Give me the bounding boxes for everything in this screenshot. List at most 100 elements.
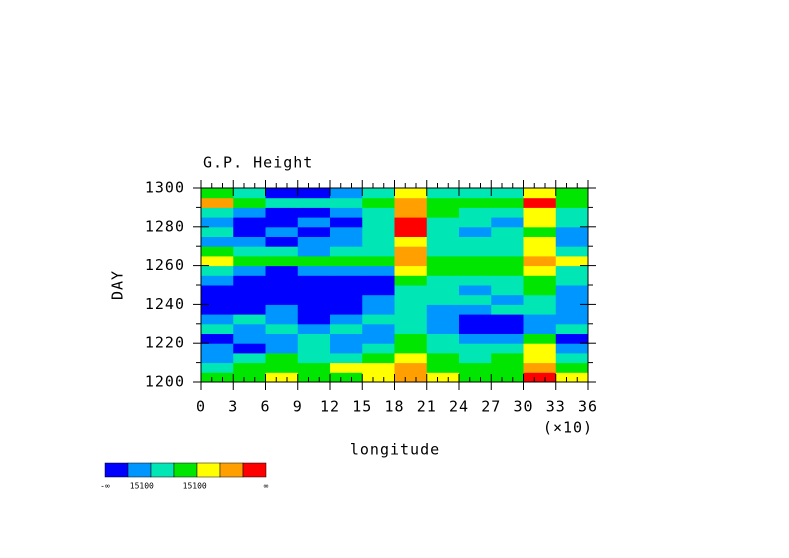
x-tick-label: 30 [513, 398, 533, 416]
heat-cell [394, 246, 428, 257]
x-tick-label: 9 [293, 398, 303, 416]
heat-cell [459, 236, 492, 247]
heat-cell [523, 188, 557, 199]
heat-cell [330, 314, 363, 325]
heat-cell [362, 333, 395, 344]
heat-cell [233, 343, 266, 354]
heat-cell [426, 236, 460, 247]
heat-cell [523, 352, 557, 364]
heat-cell [201, 265, 234, 276]
x-tick-label: 24 [449, 398, 469, 416]
chart-title: G.P. Height [203, 154, 313, 172]
colorbar-swatch [127, 462, 152, 478]
colorbar-swatch [219, 462, 244, 478]
heat-cell [201, 314, 234, 325]
heat-cell [426, 285, 460, 296]
heat-cell [297, 217, 331, 228]
heat-cell [265, 314, 299, 325]
heat-cell [297, 285, 331, 296]
heat-cell [201, 294, 234, 305]
heat-cell [201, 217, 234, 228]
heat-cell [394, 285, 428, 296]
heat-cell [233, 304, 266, 315]
heat-cell [233, 314, 266, 325]
heat-cell [491, 207, 524, 218]
heat-cell [330, 352, 363, 364]
heat-cell [394, 314, 428, 325]
heat-cell [555, 294, 589, 305]
heat-cell [426, 294, 460, 305]
heat-cell [459, 352, 492, 364]
heat-cell [394, 275, 428, 286]
heat-cell [555, 285, 589, 296]
heat-cell [394, 372, 428, 383]
heat-cell [362, 265, 395, 276]
heat-cell [265, 372, 299, 383]
heat-cell [297, 265, 331, 276]
heat-cell [297, 294, 331, 305]
x-tick-label: 18 [384, 398, 404, 416]
heat-cell [426, 372, 460, 383]
heat-cell [362, 255, 395, 267]
heat-cell [265, 226, 299, 237]
heat-cell [523, 294, 557, 305]
heat-cell [330, 246, 363, 257]
y-tick-label: 1260 [145, 256, 185, 274]
heat-cell [265, 333, 299, 344]
heat-cell [265, 236, 299, 247]
heat-cell [201, 362, 234, 373]
heat-cell [523, 285, 557, 296]
heat-cell [233, 352, 266, 364]
heat-cell [362, 372, 395, 383]
heat-cell [265, 323, 299, 334]
heat-cell [459, 314, 492, 325]
heat-cell [297, 352, 331, 364]
heat-cell [201, 246, 234, 257]
x-tick-label: 36 [578, 398, 598, 416]
heat-cell [297, 246, 331, 257]
x-tick-label: 21 [417, 398, 437, 416]
heat-cell [426, 343, 460, 354]
heat-cell [362, 285, 395, 296]
heat-cell [297, 255, 331, 267]
heat-cell [426, 188, 460, 199]
colorbar-swatch [242, 462, 267, 478]
heat-cell [297, 275, 331, 286]
heat-cell [201, 304, 234, 315]
heat-cell [330, 207, 363, 218]
heat-cell [394, 343, 428, 354]
heat-cell [265, 352, 299, 364]
colorbar-label: -∞ [100, 482, 110, 491]
heat-cell [201, 285, 234, 296]
heat-cell [555, 343, 589, 354]
heat-cell [201, 275, 234, 286]
heat-cell [555, 352, 589, 364]
heat-cell [426, 207, 460, 218]
heat-cell [362, 246, 395, 257]
y-tick-label: 1220 [145, 334, 185, 352]
heat-cell [555, 197, 589, 208]
heat-cell [491, 323, 524, 334]
heat-cell [426, 352, 460, 364]
heat-cell [523, 265, 557, 276]
heat-cell [459, 304, 492, 315]
heat-cell [265, 362, 299, 373]
heat-cell [459, 362, 492, 373]
heat-cell [491, 197, 524, 208]
x-multiplier: (×10) [543, 419, 593, 437]
heat-cell [233, 246, 266, 257]
heat-cell [362, 352, 395, 364]
heat-cell [426, 265, 460, 276]
heat-cell [426, 255, 460, 267]
x-tick-label: 33 [546, 398, 566, 416]
heat-cell [555, 275, 589, 286]
colorbar-label: ∞ [264, 482, 269, 491]
heat-cell [491, 226, 524, 237]
heat-cell [394, 207, 428, 218]
heat-cell [394, 362, 428, 373]
heat-cell [426, 217, 460, 228]
heat-cell [201, 207, 234, 218]
heat-cell [491, 362, 524, 373]
heat-cell [426, 304, 460, 315]
